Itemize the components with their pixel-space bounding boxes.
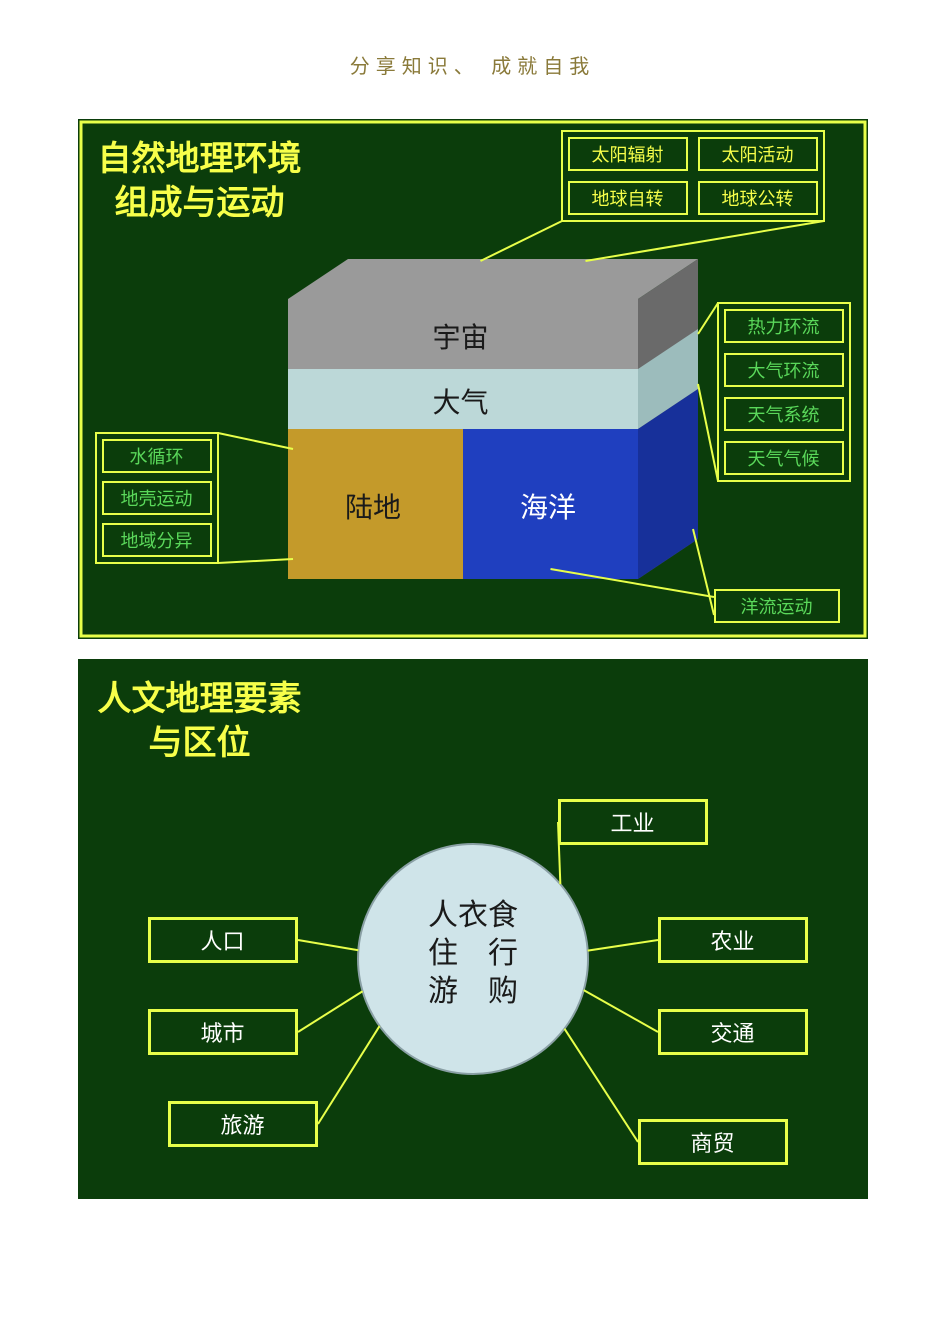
p2-node-tourism: 旅游	[168, 1101, 318, 1147]
svg-text:住 行: 住 行	[428, 937, 518, 970]
panel1-title: 自然地理环境 组成与运动	[98, 137, 302, 225]
panel1-title-line1: 自然地理环境	[98, 137, 302, 181]
panel-natural-geo: 自然地理环境 组成与运动 宇宙 大气 陆地 海洋 太阳辐射太阳活动地球自转地球公…	[78, 119, 868, 639]
panel1-title-line2: 组成与运动	[98, 181, 302, 225]
cube-label-atmos: 大气	[433, 381, 489, 421]
p2-node-transport: 交通	[658, 1009, 808, 1055]
panel2-title: 人文地理要素 与区位	[98, 677, 302, 765]
p1-left-1: 地壳运动	[102, 481, 212, 515]
cube-label-ocean: 海洋	[520, 486, 576, 526]
svg-text:游 购: 游 购	[428, 975, 518, 1008]
panel-human-geo: 人衣食住 行游 购 人文地理要素 与区位 工业人口 农业城市 交通旅游 商贸	[78, 659, 868, 1199]
p1-ocean-box: 洋流运动	[714, 589, 840, 623]
svg-text:人衣食: 人衣食	[428, 899, 518, 932]
p2-node-city: 城市	[148, 1009, 298, 1055]
p2-node-industry: 工业	[558, 799, 708, 845]
p1-topright-1: 太阳活动	[698, 137, 818, 171]
p1-topright-2: 地球自转	[568, 181, 688, 215]
p1-right-1: 大气环流	[724, 353, 844, 387]
p1-right-0: 热力环流	[724, 309, 844, 343]
p2-node-population: 人口	[148, 917, 298, 963]
panel2-title-line1: 人文地理要素	[98, 677, 302, 721]
p2-node-agri: 农业	[658, 917, 808, 963]
page-header: 分享知识、 成就自我	[0, 50, 945, 79]
p1-left-0: 水循环	[102, 439, 212, 473]
p1-right-2: 天气系统	[724, 397, 844, 431]
panel2-title-line2: 与区位	[98, 721, 302, 765]
p1-left-2: 地域分异	[102, 523, 212, 557]
cube-label-space: 宇宙	[433, 316, 489, 356]
p2-node-commerce: 商贸	[638, 1119, 788, 1165]
p1-right-3: 天气气候	[724, 441, 844, 475]
cube-label-land: 陆地	[345, 486, 401, 526]
p1-topright-3: 地球公转	[698, 181, 818, 215]
p1-topright-0: 太阳辐射	[568, 137, 688, 171]
